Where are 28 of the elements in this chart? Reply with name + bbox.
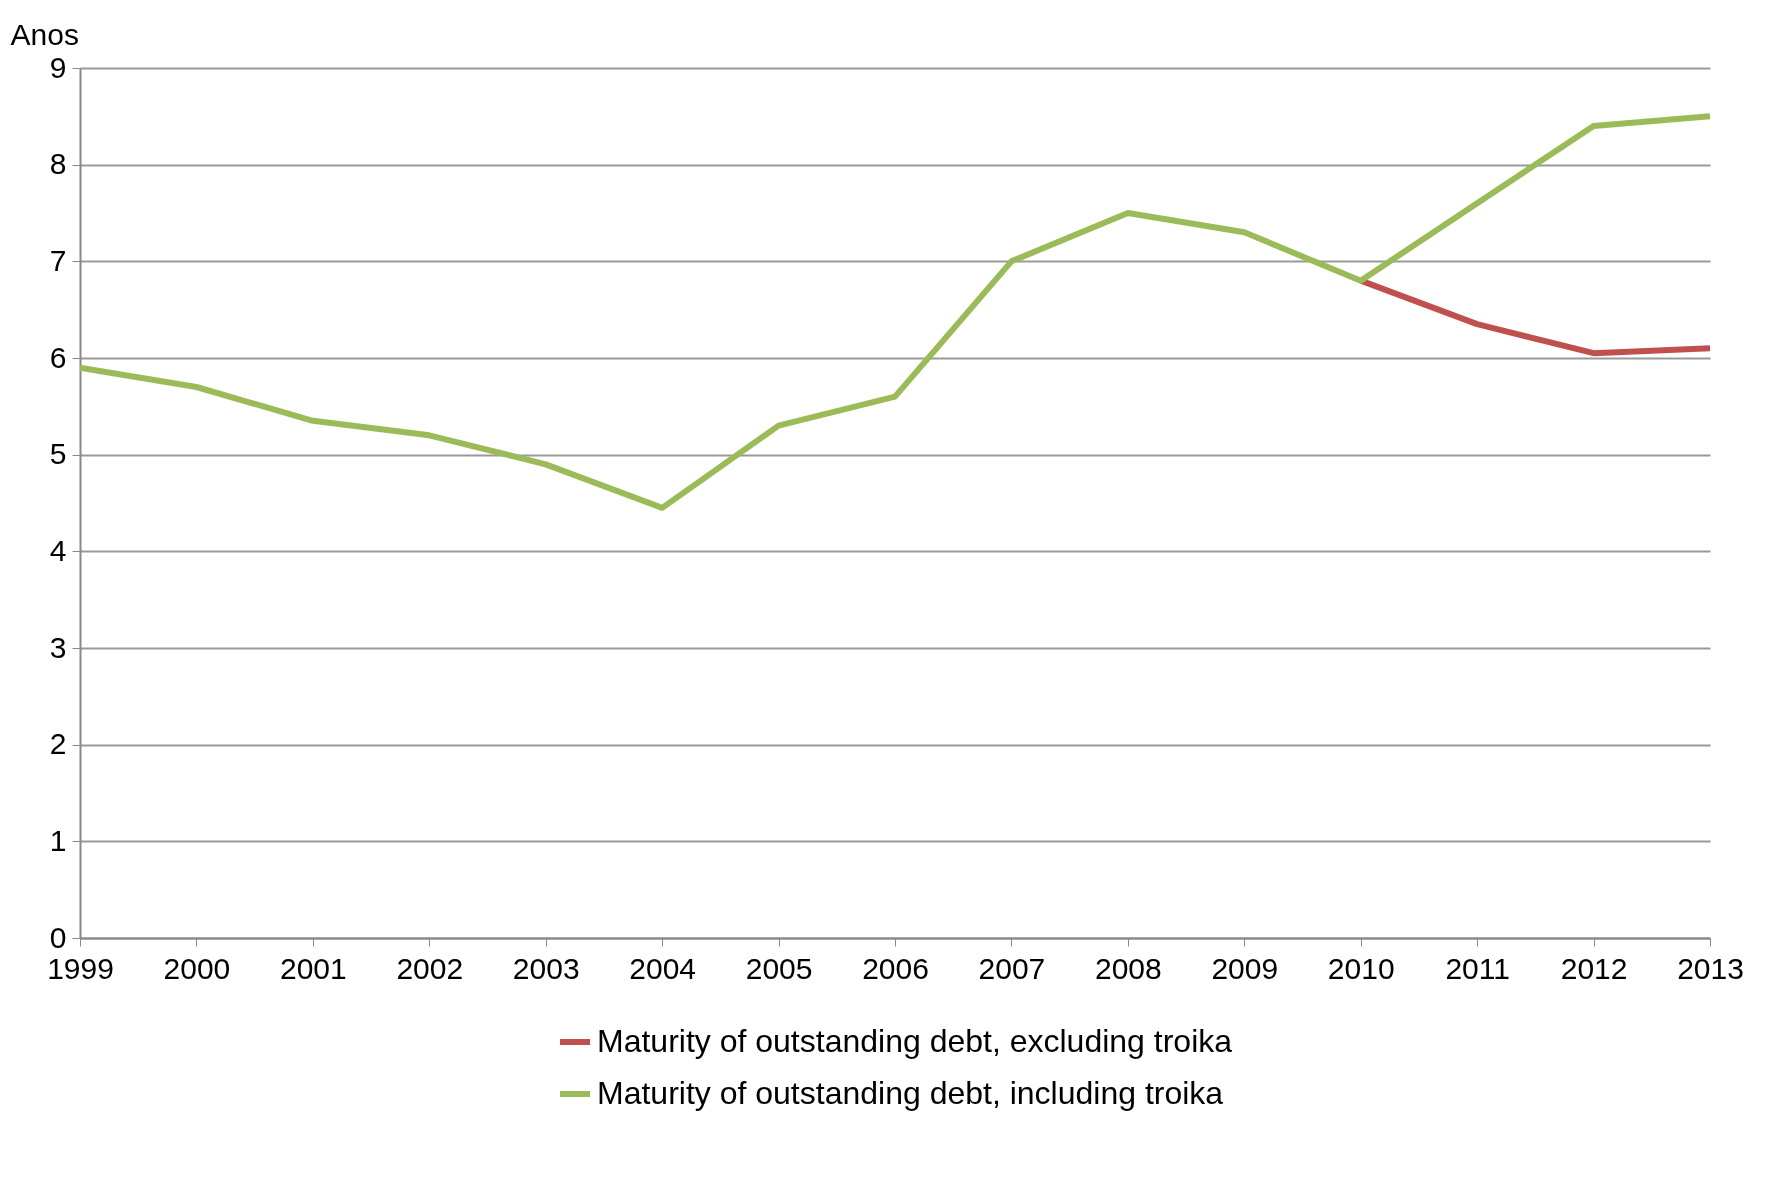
x-tick-label: 2007 (978, 951, 1046, 985)
y-tick-label: 8 (49, 147, 67, 181)
y-tick-label: 7 (49, 243, 67, 277)
x-tick-label: 2013 (1677, 951, 1744, 985)
x-tick-label: 2000 (163, 951, 231, 985)
x-tick-label: 2010 (1327, 951, 1395, 985)
y-tick-label: 6 (49, 340, 67, 374)
x-tick-label: 2008 (1094, 951, 1162, 985)
x-tick-label: 2001 (279, 951, 347, 985)
x-tick-label: 2011 (1445, 951, 1510, 985)
y-tick-label: 3 (49, 630, 67, 664)
y-tick-label: 0 (49, 920, 67, 954)
x-tick-label: 1999 (47, 951, 114, 985)
x-tick-label: 2003 (512, 951, 580, 985)
legend-label: Maturity of outstanding debt, including troika (597, 1075, 1224, 1111)
x-tick-label: 2005 (745, 951, 813, 985)
x-tick-label: 2009 (1211, 951, 1279, 985)
x-tick-label: 2012 (1560, 951, 1628, 985)
x-tick-label: 2004 (629, 951, 697, 985)
y-tick-label: 4 (49, 533, 67, 567)
legend-label: Maturity of outstanding debt, excluding troika (597, 1023, 1233, 1059)
y-axis-title: Anos (10, 17, 79, 51)
y-tick-label: 2 (49, 727, 67, 761)
x-tick-label: 2006 (862, 951, 929, 985)
y-tick-label: 5 (49, 437, 67, 471)
y-tick-label: 1 (49, 823, 67, 857)
x-tick-label: 2002 (396, 951, 464, 985)
y-tick-label: 9 (49, 50, 67, 84)
